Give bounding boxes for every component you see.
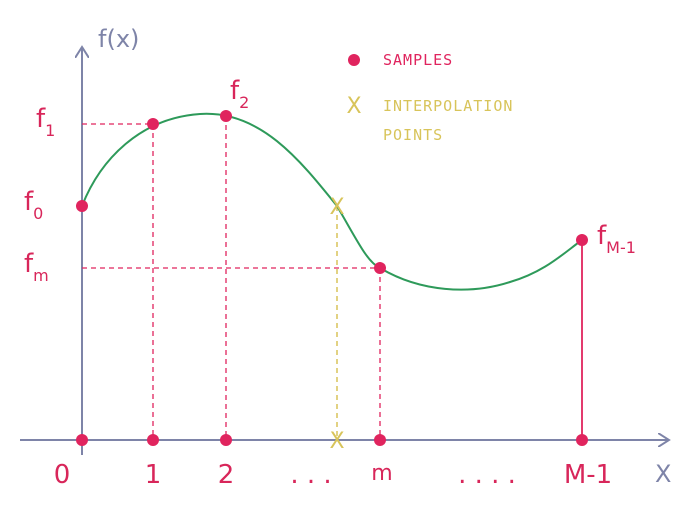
- label-f0-sub: 0: [33, 204, 43, 223]
- axis-sample-1: [147, 434, 159, 446]
- x-tick-ellipsis-2: . . . .: [458, 460, 516, 490]
- x-tick-2: 2: [218, 460, 235, 490]
- legend-interp-marker: X: [346, 94, 361, 119]
- x-tick-M-1: M-1: [564, 460, 612, 490]
- x-tick-ellipsis-1: . . .: [290, 460, 331, 490]
- legend-samples-label: SAMPLES: [383, 51, 453, 69]
- sample-point-fM: [576, 234, 588, 246]
- axis-sample-m: [374, 434, 386, 446]
- label-f0: f0: [24, 187, 43, 223]
- sample-point-f1: [147, 118, 159, 130]
- legend-interp-label-line1: INTERPOLATION: [383, 97, 513, 115]
- label-fm: fm: [24, 249, 49, 285]
- sample-point-fm: [374, 262, 386, 274]
- axis-sample-0: [76, 434, 88, 446]
- label-f1-sub: 1: [45, 121, 55, 140]
- interpolation-marker-curve: X: [329, 195, 344, 220]
- label-fM-sub: M-1: [606, 238, 636, 257]
- interpolation-marker-axis: X: [329, 429, 344, 454]
- label-fM: fM-1: [597, 221, 636, 257]
- legend-interp-label-line2: POINTS: [383, 126, 443, 144]
- label-f2: f2: [230, 76, 249, 112]
- legend-sample-dot: [348, 54, 360, 66]
- axis-sample-M: [576, 434, 588, 446]
- sample-point-f0: [76, 200, 88, 212]
- sample-point-f2: [220, 110, 232, 122]
- y-axis-label: f(x): [98, 25, 139, 53]
- x-axis-label: X: [655, 460, 671, 488]
- label-f2-sub: 2: [239, 93, 249, 112]
- x-tick-1: 1: [145, 460, 162, 490]
- x-tick-0: 0: [54, 460, 71, 490]
- axis-sample-2: [220, 434, 232, 446]
- interpolated-curve: [81, 112, 583, 291]
- label-f1: f1: [36, 104, 55, 140]
- label-fm-sub: m: [33, 266, 49, 285]
- x-tick-m: m: [371, 461, 392, 486]
